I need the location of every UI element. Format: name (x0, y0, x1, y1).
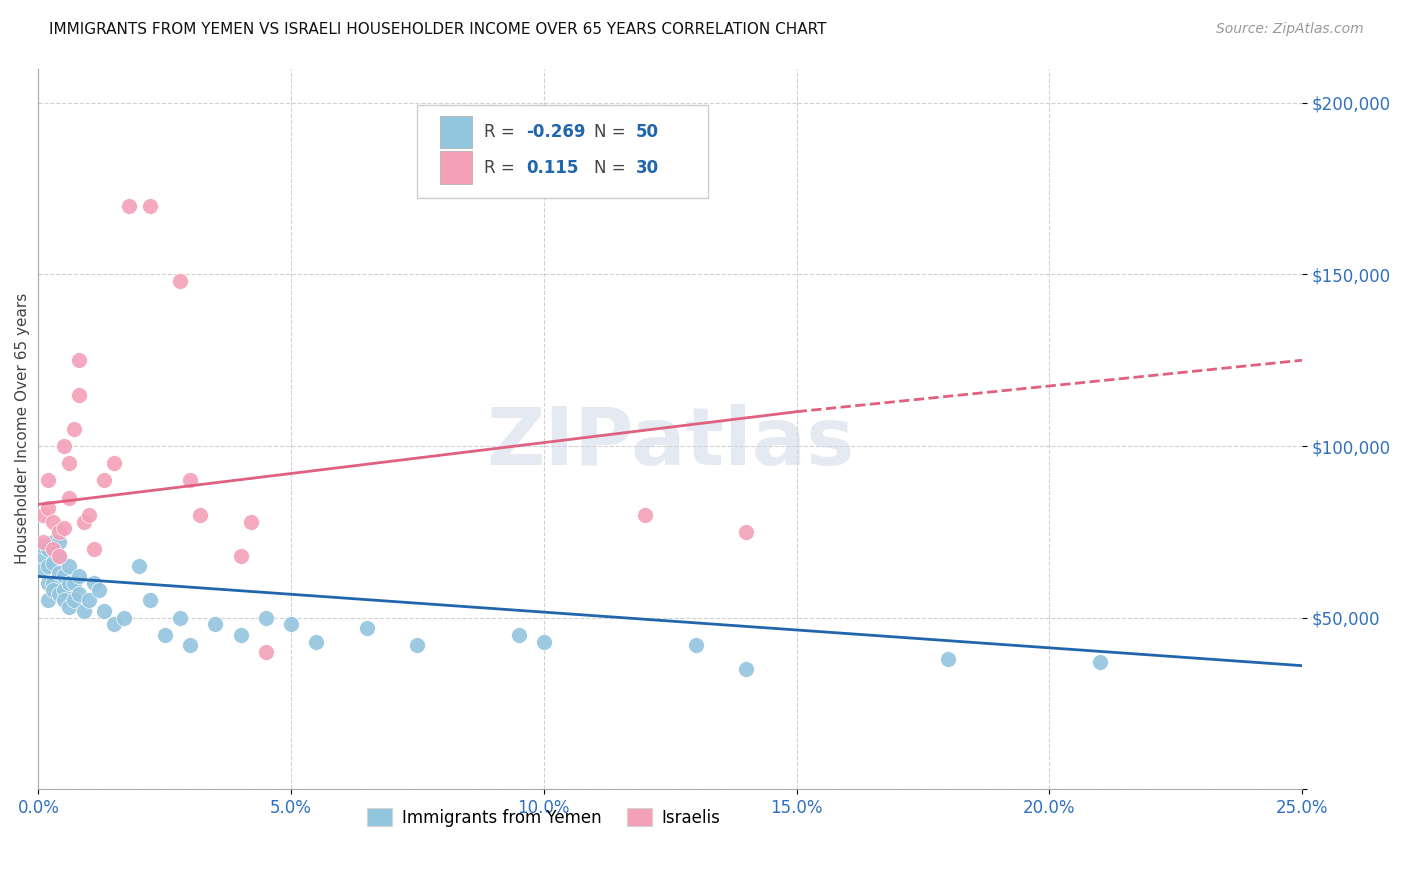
Point (58, 600, 80, 615)
Point (58, 576, 80, 591)
Point (138, 199, 160, 213)
Point (229, 628, 252, 642)
Point (73, 515, 96, 529)
Point (52, 439, 75, 453)
FancyBboxPatch shape (440, 152, 472, 184)
Point (634, 508, 657, 522)
Point (67, 569, 90, 583)
Point (685, 638, 707, 652)
Point (533, 634, 555, 648)
Text: -0.269: -0.269 (526, 123, 586, 141)
Point (169, 610, 191, 624)
Point (103, 456, 125, 470)
Point (37, 576, 59, 591)
Point (67, 586, 90, 600)
Point (52, 569, 75, 583)
Point (52, 583, 75, 598)
Point (735, 662, 758, 676)
Point (58, 559, 80, 574)
Point (128, 559, 150, 574)
Point (37, 559, 59, 574)
Point (48, 586, 70, 600)
Text: 30: 30 (636, 159, 659, 177)
Text: N =: N = (595, 123, 631, 141)
Point (48, 566, 70, 580)
Point (83, 576, 105, 591)
Point (62, 422, 84, 436)
Point (93, 474, 115, 488)
Point (67, 387, 90, 401)
Point (62, 593, 84, 607)
FancyBboxPatch shape (418, 104, 709, 198)
FancyBboxPatch shape (440, 116, 472, 148)
Point (42, 556, 65, 570)
Point (83, 541, 105, 556)
Point (37, 474, 59, 488)
Point (77, 508, 100, 522)
Text: R =: R = (485, 159, 526, 177)
Point (42, 515, 65, 529)
Point (48, 524, 70, 539)
Point (42, 576, 65, 591)
Point (52, 593, 75, 607)
Point (138, 593, 160, 607)
Point (62, 576, 84, 591)
Point (42, 541, 65, 556)
Point (58, 491, 80, 505)
Point (87, 583, 110, 598)
Point (93, 604, 115, 618)
Point (32, 549, 55, 563)
Point (48, 549, 70, 563)
Point (406, 638, 429, 652)
Point (936, 652, 959, 666)
Point (305, 634, 328, 648)
Point (280, 617, 302, 632)
Point (103, 617, 125, 632)
Point (32, 563, 55, 577)
Text: R =: R = (485, 123, 520, 141)
Point (735, 524, 758, 539)
Point (112, 610, 135, 624)
Point (254, 610, 277, 624)
Point (58, 456, 80, 470)
Point (67, 353, 90, 368)
Text: Source: ZipAtlas.com: Source: ZipAtlas.com (1216, 22, 1364, 37)
Point (37, 593, 59, 607)
Point (239, 515, 262, 529)
Point (229, 549, 252, 563)
Point (179, 638, 201, 652)
Point (254, 645, 277, 659)
Text: IMMIGRANTS FROM YEMEN VS ISRAELI HOUSEHOLDER INCOME OVER 65 YEARS CORRELATION CH: IMMIGRANTS FROM YEMEN VS ISRAELI HOUSEHO… (49, 22, 827, 37)
Point (48, 549, 70, 563)
Point (118, 199, 141, 213)
Point (1088, 655, 1111, 669)
Point (169, 274, 191, 288)
Point (204, 617, 226, 632)
Point (32, 539, 55, 553)
Text: 0.115: 0.115 (526, 159, 578, 177)
Text: ZIPatlas: ZIPatlas (486, 404, 855, 483)
Point (188, 508, 211, 522)
Point (153, 628, 176, 642)
Text: 50: 50 (636, 123, 659, 141)
Point (42, 535, 65, 549)
Point (37, 541, 59, 556)
Y-axis label: Householder Income Over 65 years: Householder Income Over 65 years (15, 293, 30, 565)
Point (32, 535, 55, 549)
Point (42, 583, 65, 598)
Point (179, 474, 201, 488)
Text: N =: N = (595, 159, 631, 177)
Legend: Immigrants from Yemen, Israelis: Immigrants from Yemen, Israelis (359, 800, 728, 835)
Point (356, 621, 378, 635)
Point (508, 628, 530, 642)
Point (48, 535, 70, 549)
Point (73, 604, 96, 618)
Point (77, 593, 100, 607)
Point (32, 508, 55, 522)
Point (52, 521, 75, 535)
Point (37, 500, 59, 515)
